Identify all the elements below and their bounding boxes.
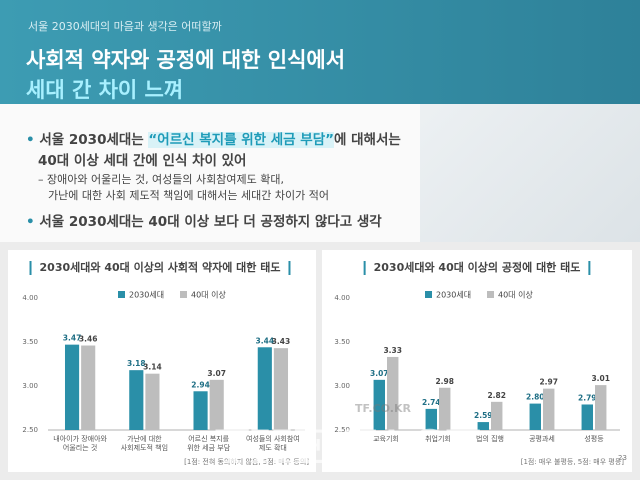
- y-tick-label: 2.50: [334, 426, 350, 434]
- value-label: 3.44: [256, 336, 275, 345]
- title-bar: [29, 261, 32, 275]
- legend-label: 40대 이상: [498, 290, 533, 300]
- value-label: 3.46: [79, 335, 98, 344]
- value-label: 2.98: [435, 377, 454, 386]
- bar: [425, 408, 437, 430]
- bullet-text: 에 대해서는: [334, 132, 401, 148]
- y-tick-label: 4.00: [22, 294, 38, 302]
- value-label: 3.33: [383, 346, 402, 355]
- bullet-continuation: 40대 이상 세대 간에 인식 차이 있어: [38, 153, 247, 169]
- watermark-brand: THE FACT: [215, 420, 481, 474]
- title-line: 세대 간 차이 느껴: [26, 78, 184, 102]
- title-bar: [363, 261, 366, 275]
- bar: [439, 387, 451, 430]
- chart-title: 2030세대와 40대 이상의 공정에 대한 태도: [374, 260, 581, 274]
- bar: [529, 403, 541, 430]
- value-label: 3.47: [63, 334, 82, 343]
- chart-note: [1점: 매우 불평등, 5점: 매우 평등]: [521, 457, 625, 466]
- x-tick-label: 내아이가 장애아와 어울리는 것: [53, 435, 107, 452]
- bullet-text: 서울 2030세대는 40대 이상 보다 더 공정하지 않다고 생각: [39, 214, 382, 230]
- y-tick-label: 3.00: [334, 382, 350, 390]
- bar: [209, 379, 224, 430]
- bullet: • 서울 2030세대는 40대 이상 보다 더 공정하지 않다고 생각: [26, 214, 382, 230]
- legend-swatch: [118, 291, 125, 298]
- bar: [387, 356, 399, 430]
- y-tick-label: 4.00: [334, 294, 350, 302]
- x-tick-label: 가난에 대한 사회제도적 책임: [120, 435, 169, 452]
- value-label: 3.14: [143, 363, 162, 372]
- bar: [273, 348, 289, 430]
- bar: [145, 373, 160, 430]
- x-tick-label: 공평과세: [529, 435, 555, 443]
- watermark-site: TF.CO.KR: [355, 402, 411, 415]
- x-tick-label: 여성들의 사회참여 제도 확대: [246, 435, 300, 452]
- page-number: 23: [618, 454, 627, 462]
- value-label: 2.59: [474, 411, 493, 420]
- bar: [64, 344, 80, 430]
- y-tick-label: 3.50: [334, 338, 350, 346]
- value-label: 2.97: [539, 378, 558, 387]
- legend-swatch: [425, 291, 432, 298]
- bar: [477, 422, 489, 430]
- sub-bullet: – 장애아와 어울리는 것, 여성들의 사회참여제도 확대,: [38, 173, 284, 186]
- chart-note: [1점: 전혀 동의하지 않음, 5점: 매우 동의]: [184, 457, 309, 466]
- title-bar: [288, 261, 291, 275]
- value-label: 3.07: [207, 369, 226, 378]
- value-label: 3.43: [272, 337, 291, 346]
- bar: [595, 385, 607, 430]
- bar: [581, 404, 593, 430]
- x-tick-label: 법의 집행: [476, 435, 504, 443]
- value-label: 2.94: [191, 380, 210, 389]
- y-tick-label: 3.00: [22, 382, 38, 390]
- bar: [257, 347, 272, 430]
- value-label: 2.74: [422, 398, 441, 407]
- chart-title: 2030세대와 40대 이상의 사회적 약자에 대한 태도: [40, 260, 281, 274]
- value-label: 2.82: [487, 391, 506, 400]
- legend-swatch: [487, 291, 494, 298]
- background-photo: [420, 104, 640, 242]
- x-tick-label: 어르신 복지를 위한 세금 부담: [187, 435, 231, 452]
- legend-label: 40대 이상: [191, 290, 226, 300]
- value-label: 3.01: [591, 374, 610, 383]
- bar: [543, 388, 555, 430]
- value-label: 3.18: [127, 359, 146, 368]
- bar: [491, 401, 503, 430]
- bar: [373, 379, 385, 430]
- legend-label: 2030세대: [436, 291, 471, 300]
- legend-label: 2030세대: [129, 291, 164, 300]
- value-label: 3.07: [370, 369, 389, 378]
- value-label: 2.79: [578, 393, 597, 402]
- legend-swatch: [180, 291, 187, 298]
- x-tick-label: 성평등: [584, 435, 604, 443]
- header-band: [0, 0, 640, 104]
- kicker: 서울 2030세대의 마음과 생각은 어떠할까: [28, 20, 222, 33]
- bullet-highlight: “어르신 복지를 위한 세금 부담”: [148, 132, 335, 148]
- bullet: • 서울 2030세대는 “어르신 복지를 위한 세금 부담”에 대해서는: [26, 132, 401, 148]
- y-tick-label: 2.50: [22, 426, 38, 434]
- bar: [193, 391, 208, 430]
- chart-panel: [322, 250, 632, 472]
- bar: [81, 345, 96, 430]
- title-bar: [588, 261, 591, 275]
- sub-bullet: 가난에 대한 사회 제도적 책임에 대해서는 세대간 차이가 적어: [48, 189, 329, 202]
- bar: [129, 370, 144, 430]
- y-tick-label: 3.50: [22, 338, 38, 346]
- x-tick-label: 교육기회: [373, 435, 399, 443]
- bullet-text: 서울 2030세대는: [39, 132, 149, 148]
- value-label: 2.80: [526, 393, 545, 402]
- x-tick-label: 취업기회: [425, 435, 451, 443]
- title-line: 사회적 약자와 공정에 대한 인식에서: [26, 48, 346, 72]
